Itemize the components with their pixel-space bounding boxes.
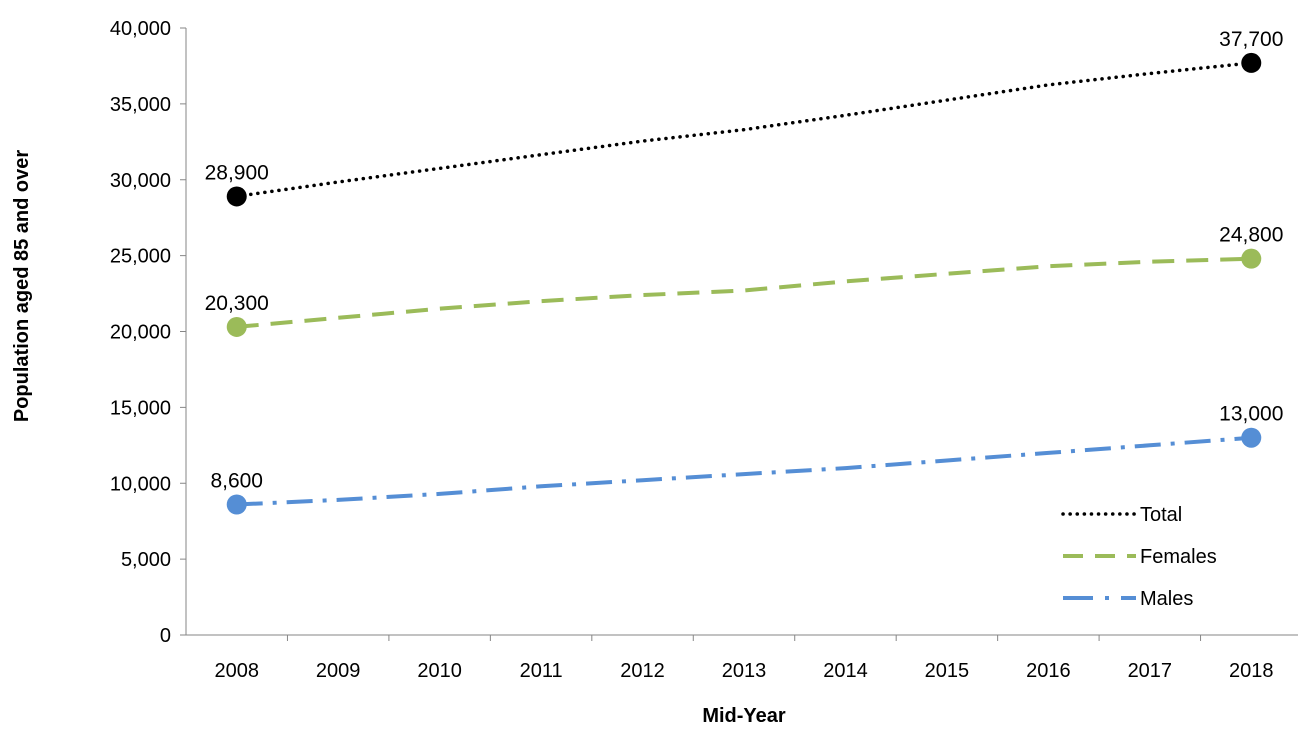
data-label: 28,900 <box>205 161 269 184</box>
data-label: 13,000 <box>1219 403 1283 426</box>
y-tick-label: 35,000 <box>110 94 171 116</box>
legend-label-males: Males <box>1140 588 1193 610</box>
x-axis-title: Mid-Year <box>702 705 786 727</box>
data-label: 8,600 <box>210 469 263 492</box>
data-point <box>1241 427 1262 448</box>
x-tick-label: 2016 <box>1026 660 1071 682</box>
x-tick-label: 2011 <box>520 660 563 682</box>
y-tick-label: 5,000 <box>121 549 171 571</box>
series-line-males <box>236 435 1252 507</box>
y-tick-label: 0 <box>160 625 171 647</box>
axes: 0 5,000 10,000 15,000 20,000 25,000 30,000 35,0… <box>110 18 1298 682</box>
data-point <box>1241 52 1262 73</box>
legend-label-total: Total <box>1140 504 1182 526</box>
x-tick-label: 2017 <box>1128 660 1173 682</box>
y-tick-label: 15,000 <box>110 397 171 419</box>
y-tick-label: 30,000 <box>110 170 171 192</box>
x-tick-label: 2010 <box>417 660 462 682</box>
y-axis-title: Population aged 85 and over <box>11 150 33 422</box>
y-tick-label: 40,000 <box>110 18 171 40</box>
x-tick-label: 2015 <box>925 660 970 682</box>
x-tick-label: 2012 <box>620 660 665 682</box>
legend: Total Females Males <box>1061 504 1217 610</box>
data-label: 20,300 <box>205 292 269 315</box>
x-tick-label: 2009 <box>316 660 361 682</box>
y-tick-label: 25,000 <box>110 246 171 268</box>
legend-label-females: Females <box>1140 546 1217 568</box>
y-tick-label: 10,000 <box>110 473 171 495</box>
data-label: 24,800 <box>1219 224 1283 247</box>
data-label: 37,700 <box>1219 28 1283 51</box>
x-tick-label: 2008 <box>214 660 259 682</box>
data-point <box>1241 248 1262 269</box>
data-point <box>226 186 247 207</box>
data-point <box>226 494 247 515</box>
series-line-females <box>236 256 1252 329</box>
x-tick-label: 2013 <box>722 660 767 682</box>
data-labels: 28,900 37,700 20,300 24,800 8,600 13,000 <box>205 28 1284 493</box>
series-layer <box>226 52 1262 515</box>
x-tick-label: 2018 <box>1229 660 1274 682</box>
data-point <box>226 316 247 337</box>
x-tick-label: 2014 <box>823 660 868 682</box>
y-tick-label: 20,000 <box>110 322 171 344</box>
series-line-total <box>234 61 1254 199</box>
